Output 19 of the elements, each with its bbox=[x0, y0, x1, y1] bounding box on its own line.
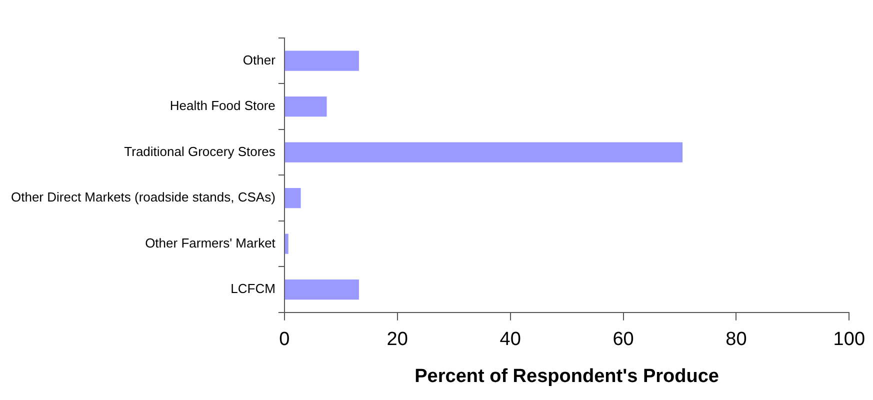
y-tick-label: Other Farmers' Market bbox=[145, 235, 276, 250]
y-tick-label: LCFCM bbox=[230, 281, 276, 296]
x-tick-label: 100 bbox=[833, 329, 865, 350]
bar bbox=[284, 50, 359, 71]
y-tick-label: Traditional Grocery Stores bbox=[124, 144, 276, 159]
x-tick-label: 40 bbox=[500, 329, 521, 350]
y-tick-label: Other Direct Markets (roadside stands, CSAs) bbox=[10, 190, 276, 205]
bar bbox=[284, 279, 359, 300]
bar bbox=[284, 96, 327, 117]
bar bbox=[284, 234, 288, 254]
x-tick-label: 80 bbox=[726, 329, 747, 350]
bar bbox=[284, 142, 683, 162]
x-axis-title: Percent of Respondent's Produce bbox=[414, 366, 719, 387]
bar bbox=[284, 188, 301, 208]
y-tick-label: Other bbox=[242, 52, 276, 68]
x-tick-label: 60 bbox=[612, 329, 634, 350]
x-tick-label: 20 bbox=[386, 329, 408, 350]
x-tick-label: 0 bbox=[279, 329, 290, 350]
y-tick-label: Health Food Store bbox=[170, 98, 276, 114]
